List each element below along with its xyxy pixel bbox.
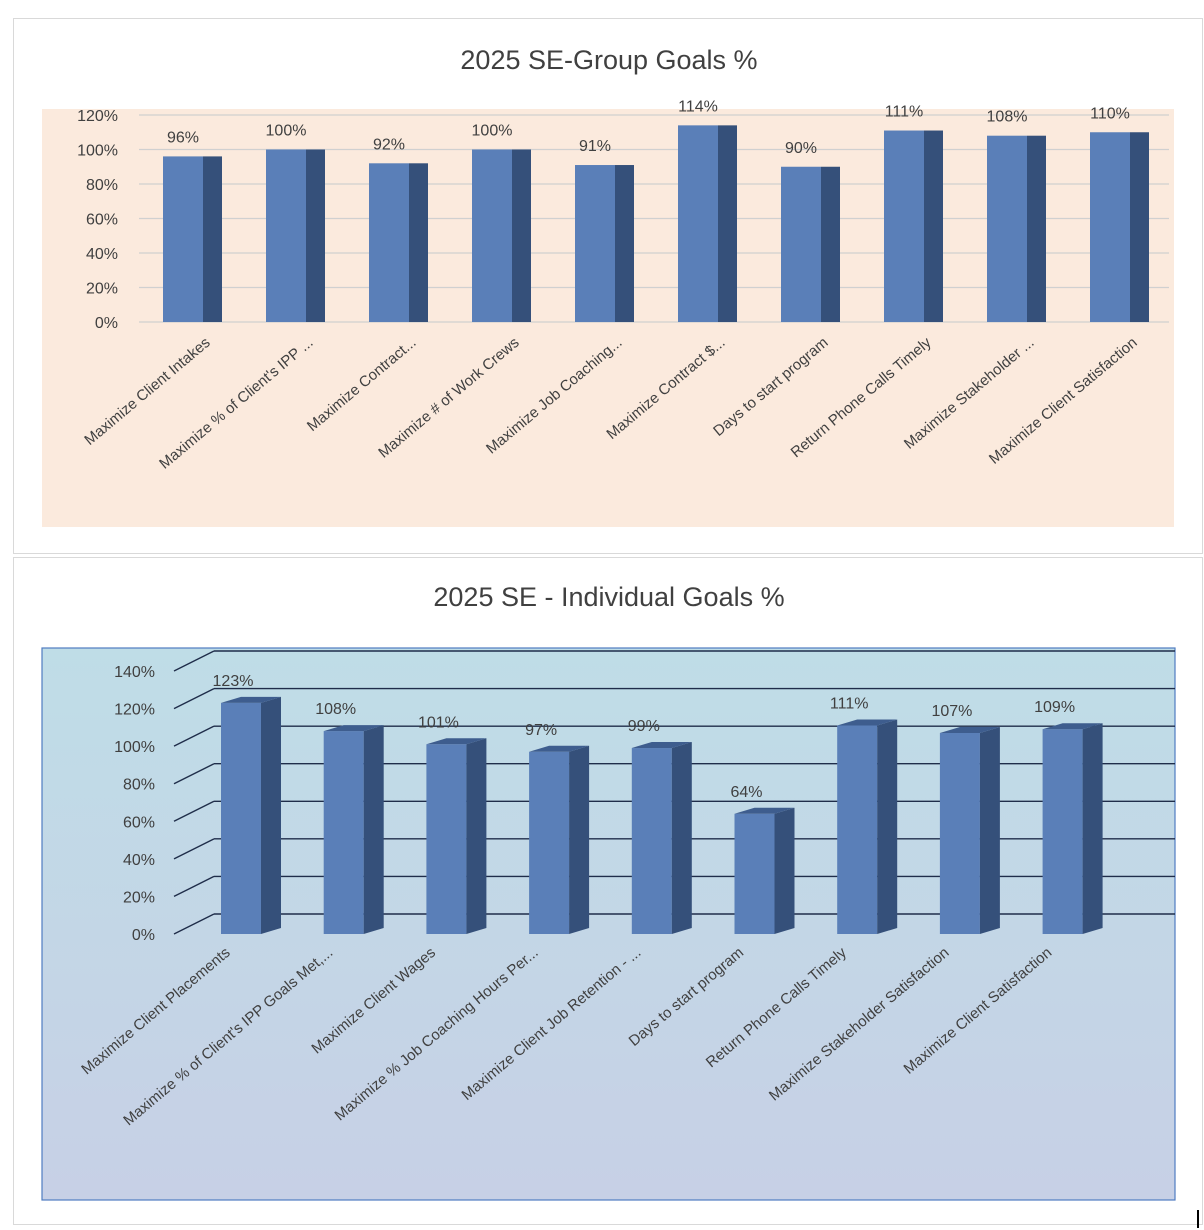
data-label: 92% <box>373 136 405 153</box>
data-label: 108% <box>987 109 1028 126</box>
bar-front <box>323 731 364 934</box>
bar-front <box>221 702 261 934</box>
individual-goals-chart: 2025 SE - Individual Goals % 0% 20% 40% 60%… <box>41 582 1176 1201</box>
gridline-depth <box>173 913 215 935</box>
bar-side <box>979 726 1000 934</box>
y-tick-label: 20% <box>86 281 118 298</box>
gridline-depth <box>173 875 215 898</box>
data-label: 111% <box>885 104 924 121</box>
bar-side <box>1027 135 1046 322</box>
data-label: 107% <box>931 703 972 720</box>
bar-front <box>678 125 718 322</box>
bar-top <box>221 696 281 703</box>
bar-front <box>837 725 878 934</box>
bar-side <box>615 165 634 322</box>
data-label: 99% <box>628 718 660 735</box>
data-label: 64% <box>730 784 762 801</box>
y-tick-label: 0% <box>95 315 118 332</box>
bar-side <box>569 745 590 934</box>
bar-side <box>718 125 737 322</box>
individual-goals-chart-panel: 2025 SE - Individual Goals % 0% 20% 40% 60%… <box>13 557 1203 1225</box>
bar-front <box>631 748 672 934</box>
bar-side <box>1082 723 1103 934</box>
edge-mark <box>1197 1210 1199 1228</box>
y-tick-label: 120% <box>114 702 155 719</box>
y-tick-label: 80% <box>86 177 118 194</box>
bar-side <box>877 719 898 934</box>
bar-front <box>987 135 1027 322</box>
bar-front <box>266 149 306 322</box>
data-label: 108% <box>315 701 356 718</box>
bar-front <box>369 163 409 322</box>
bar-front <box>163 156 203 322</box>
bar-top <box>426 738 487 745</box>
bar-side <box>261 696 281 934</box>
group-goals-chart: 2025 SE-Group Goals % 0% 20% 40% 60% 80% 100%… <box>42 45 1174 527</box>
bar-side <box>924 130 943 322</box>
bar-side <box>409 163 428 322</box>
chart-title: 2025 SE - Individual Goals % <box>433 582 784 612</box>
y-tick-label: 140% <box>114 664 155 681</box>
group-goals-chart-panel: 2025 SE-Group Goals % 0% 20% 40% 60% 80% 100%… <box>13 18 1203 554</box>
bar-top <box>323 725 384 732</box>
bar-front <box>472 149 512 322</box>
gridline-depth <box>173 763 215 785</box>
y-tick-label: 60% <box>86 212 118 229</box>
gridline-depth <box>173 687 215 710</box>
bar-top <box>837 719 898 726</box>
plot-area <box>41 647 1176 1201</box>
bar-side <box>1130 132 1149 322</box>
gridline-depth <box>173 725 215 747</box>
bar-front <box>781 166 821 322</box>
data-label: 114% <box>678 98 718 115</box>
chart-title: 2025 SE-Group Goals % <box>460 45 757 75</box>
bar-front <box>734 813 775 934</box>
bar-top <box>529 745 590 752</box>
bar-front <box>1090 132 1130 322</box>
gridline-depth <box>173 800 215 822</box>
y-tick-label: 100% <box>114 739 155 756</box>
y-tick-label: 60% <box>123 814 155 831</box>
bar-top <box>734 807 795 814</box>
bar-front <box>529 751 570 934</box>
y-tick-label: 120% <box>77 108 118 125</box>
data-label: 111% <box>830 695 869 712</box>
data-label: 97% <box>525 722 557 739</box>
bar-side <box>821 166 840 322</box>
data-label: 109% <box>1034 699 1075 716</box>
bar-side <box>306 149 325 322</box>
y-tick-label: 0% <box>132 927 155 944</box>
y-tick-label: 40% <box>123 852 155 869</box>
data-label: 100% <box>472 123 513 140</box>
gridline-depth <box>173 838 215 860</box>
y-tick-label: 40% <box>86 246 118 263</box>
data-label: 123% <box>213 673 254 690</box>
data-label: 96% <box>167 129 199 146</box>
data-label: 91% <box>579 138 611 155</box>
y-tick-label: 100% <box>77 143 118 160</box>
bar-side <box>363 725 384 934</box>
bar-side <box>203 156 222 322</box>
data-label: 110% <box>1090 105 1130 122</box>
bar-side <box>466 738 487 934</box>
bar-top <box>1042 723 1103 730</box>
bar-front <box>884 130 924 322</box>
y-tick-label: 80% <box>123 777 155 794</box>
bar-top <box>631 742 692 749</box>
data-label: 90% <box>785 140 817 157</box>
data-label: 101% <box>418 714 459 731</box>
bar-side <box>774 807 795 934</box>
bar-front <box>426 744 467 934</box>
bar-top <box>939 726 1000 733</box>
y-tick-label: 20% <box>123 889 155 906</box>
data-label: 100% <box>266 123 307 140</box>
bar-side <box>671 742 692 934</box>
bar-side <box>512 149 531 322</box>
gridline-depth <box>173 650 215 672</box>
bar-front <box>1042 729 1083 934</box>
bar-front <box>575 165 615 322</box>
bar-front <box>939 732 980 934</box>
